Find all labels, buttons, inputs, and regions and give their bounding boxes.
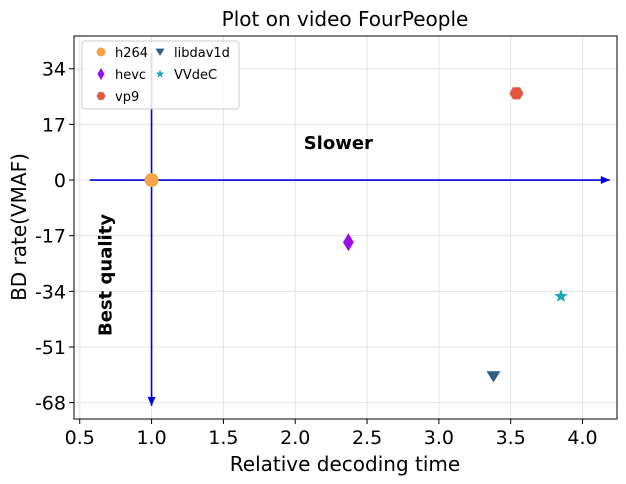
x-tick-label: 0.5 (65, 427, 95, 449)
x-tick-label: 3.5 (496, 427, 526, 449)
chart-title: Plot on video FourPeople (222, 7, 469, 31)
point-libdav1d (486, 371, 501, 383)
legend-label-libdav1d: libdav1d (174, 46, 230, 61)
y-tick-label: -51 (35, 337, 66, 359)
x-tick-label: 1.0 (136, 427, 166, 449)
arrows-layer (89, 52, 610, 406)
point-vvdec (554, 289, 568, 302)
y-axis-label: BD rate(VMAF) (7, 153, 31, 301)
x-tick-label: 2.0 (280, 427, 310, 449)
legend-label-vvdec: VVdeC (174, 68, 217, 83)
legend-label-hevc: hevc (115, 68, 146, 83)
y-tick-label: -17 (35, 226, 66, 248)
annotation-slower: Slower (304, 133, 373, 154)
arrow-head (600, 176, 610, 185)
arrow-head (147, 396, 156, 406)
legend-label-vp9: vp9 (115, 90, 139, 105)
legend-marker-h264 (96, 47, 106, 57)
legend-marker-vvdec (155, 69, 165, 78)
legend: h264 hevc vp9 libdav1d VVdeC (81, 40, 240, 110)
annotations: Slower Best quality (95, 133, 373, 336)
y-tick-label: 0 (54, 170, 66, 192)
data-points (144, 87, 568, 383)
x-tick-label: 4.0 (567, 427, 597, 449)
legend-label-h264: h264 (115, 46, 148, 61)
plot-frame (73, 35, 618, 420)
y-tick-label: 17 (42, 114, 66, 136)
y-axis-ticks: 34 17 0 -17 -34 -51 -68 (35, 59, 74, 415)
legend-marker-vp9 (96, 92, 106, 100)
legend-marker-hevc (97, 68, 105, 80)
annotation-best-quality: Best quality (95, 214, 116, 336)
point-h264 (144, 173, 159, 188)
point-vp9 (509, 87, 524, 100)
legend-marker-libdav1d (155, 48, 165, 56)
x-tick-label: 3.0 (424, 427, 454, 449)
x-tick-label: 2.5 (352, 427, 382, 449)
x-axis-label: Relative decoding time (230, 452, 460, 476)
y-tick-label: -68 (35, 393, 66, 415)
x-tick-label: 1.5 (208, 427, 238, 449)
point-hevc (342, 233, 354, 252)
x-axis-ticks: 0.5 1.0 1.5 2.0 2.5 3.0 3.5 4.0 (65, 419, 598, 449)
y-tick-label: -34 (35, 281, 66, 303)
y-tick-label: 34 (42, 59, 66, 81)
